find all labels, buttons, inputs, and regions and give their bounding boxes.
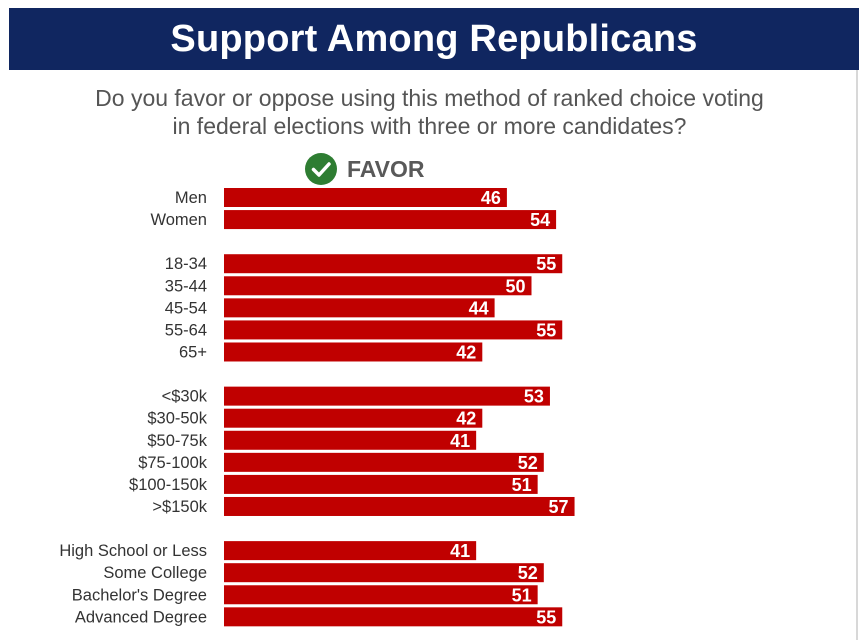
bar-women [224, 210, 557, 230]
bar-45-54 [224, 298, 495, 318]
bar-150k [224, 496, 575, 516]
data-label-30k: 53 [524, 387, 544, 407]
category-label-some-college: Some College [103, 564, 207, 582]
data-label-high-school-or-less: 41 [450, 541, 470, 561]
question-line-1: Do you favor or oppose using this method… [95, 85, 764, 111]
data-label-45-54: 44 [469, 298, 489, 318]
page-title: Support Among Republicans [170, 17, 698, 60]
category-label-high-school-or-less: High School or Less [59, 542, 207, 560]
question-line-2: in federal elections with three or more … [172, 113, 687, 139]
survey-question: Do you favor or oppose using this method… [0, 84, 859, 140]
category-label-55-64: 55-64 [165, 321, 207, 339]
bar-35-44 [224, 276, 532, 296]
category-label-45-54: 45-54 [165, 299, 207, 317]
category-label-65: 65+ [179, 343, 207, 361]
bar-18-34 [224, 254, 563, 274]
data-label-bachelor-s-degree: 51 [512, 585, 532, 605]
data-label-some-college: 52 [518, 563, 538, 583]
data-label-100-150k: 51 [512, 475, 532, 495]
category-label-30-50k: $30-50k [147, 410, 207, 428]
data-label-18-34: 55 [536, 254, 556, 274]
bar-30k [224, 386, 550, 406]
bar-advanced-degree [224, 607, 563, 627]
right-border [856, 70, 858, 640]
title-banner: Support Among Republicans [9, 8, 859, 70]
data-label-150k: 57 [549, 497, 569, 517]
bar-30-50k [224, 408, 483, 428]
category-label-bachelor-s-degree: Bachelor's Degree [72, 586, 207, 604]
category-label-women: Women [150, 211, 207, 229]
bar-men [224, 188, 507, 207]
category-label-50-75k: $50-75k [147, 432, 207, 450]
bar-some-college [224, 563, 544, 583]
data-label-30-50k: 42 [456, 409, 476, 429]
category-label-100-150k: $100-150k [129, 476, 208, 494]
data-label-advanced-degree: 55 [536, 607, 556, 627]
data-label-35-44: 50 [505, 276, 525, 296]
bar-65 [224, 342, 483, 362]
legend-label-favor: FAVOR [347, 155, 425, 182]
data-label-women: 54 [530, 210, 550, 230]
data-label-75-100k: 52 [518, 453, 538, 473]
data-label-55-64: 55 [536, 320, 556, 340]
category-label-advanced-degree: Advanced Degree [75, 608, 207, 626]
bar-75-100k [224, 452, 544, 472]
legend: FAVOR [305, 152, 425, 186]
category-label-30k: <$30k [162, 388, 208, 406]
check-circle-icon [305, 153, 337, 185]
category-label-150k: >$150k [152, 498, 207, 516]
data-label-50-75k: 41 [450, 431, 470, 451]
bar-bachelor-s-degree [224, 585, 538, 605]
category-label-75-100k: $75-100k [138, 454, 208, 472]
bar-55-64 [224, 320, 563, 340]
category-label-men: Men [175, 189, 207, 207]
bar-50-75k [224, 430, 477, 450]
data-label-men: 46 [481, 188, 501, 208]
bar-100-150k [224, 474, 538, 494]
category-label-18-34: 18-34 [165, 255, 207, 273]
category-label-35-44: 35-44 [165, 277, 207, 295]
bar-high-school-or-less [224, 541, 477, 561]
data-label-65: 42 [456, 342, 476, 362]
